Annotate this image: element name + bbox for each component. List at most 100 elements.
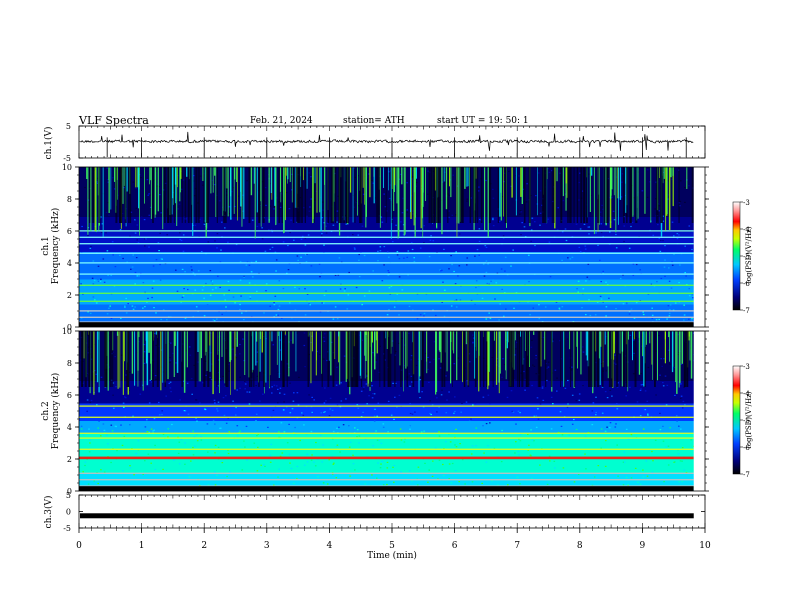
spec-speck-2-477 (319, 311, 322, 313)
spec-speck-3-326 (472, 342, 474, 344)
spec-speck-2-485 (582, 288, 585, 290)
spec-speck-2-165 (452, 174, 454, 176)
spec-speck-2-1102 (455, 214, 457, 216)
spec-streak-2-179 (379, 167, 381, 228)
spec-speck-3-878 (516, 476, 519, 478)
spec-speck-2-786 (538, 304, 540, 306)
spec-speck-2-1187 (348, 176, 351, 179)
spec-speck-2-1240 (183, 288, 185, 290)
spec-speck-3-1263 (108, 383, 111, 385)
spec-speck-3-989 (153, 429, 155, 431)
spec-speck-3-879 (430, 413, 432, 416)
spec-empty-3 (693, 331, 705, 491)
spec-speck-2-335 (630, 272, 632, 274)
spec-speck-3-724 (404, 380, 407, 382)
spec-speck-3-3 (399, 428, 402, 430)
spec-row-3-44 (79, 441, 705, 444)
spec-streak-2-4 (659, 167, 660, 178)
spec-speck-3-134 (80, 428, 83, 430)
spec-speck-3-842 (533, 440, 535, 442)
spec-speck-2-415 (319, 182, 322, 184)
spec-speck-2-1115 (291, 189, 293, 191)
spec-speck-3-937 (221, 462, 224, 464)
spec-streak-3-224 (689, 331, 691, 361)
spec-gap-3-33 (510, 331, 512, 387)
spec-speck-3-65 (186, 382, 189, 384)
spec-speck-3-409 (515, 423, 517, 425)
spec-streak-3-204 (236, 331, 238, 347)
spectrogram-image-2 (79, 167, 705, 327)
spec-speck-3-276 (158, 401, 160, 404)
spec-speck-2-430 (679, 295, 682, 297)
spec-gap-3-19 (112, 331, 114, 387)
spec-gap-2-16 (184, 167, 186, 223)
spec-speck-3-1185 (497, 419, 500, 421)
spec-streak-3-199 (281, 331, 282, 361)
spec-speck-3-1299 (377, 462, 379, 464)
spec-speck-2-640 (388, 256, 390, 258)
spec-streak-3-103 (201, 331, 202, 359)
spec-speck-3-185 (387, 400, 390, 402)
spec-gap-2-48 (447, 167, 449, 223)
spec-speck-3-312 (308, 412, 311, 414)
spec-speck-2-1319 (248, 282, 251, 284)
spec-speck-2-839 (581, 307, 583, 309)
spec-streak-2-40 (445, 167, 448, 210)
spec-streak-2-235 (174, 167, 176, 204)
spec-speck-2-1047 (275, 259, 278, 261)
spec-speck-2-339 (561, 231, 564, 233)
spec-speck-3-212 (681, 460, 683, 462)
spec-speck-2-281 (547, 218, 550, 220)
spec-speck-3-892 (239, 376, 241, 378)
spec-speck-3-258 (678, 425, 680, 427)
spec-streak-3-132 (645, 331, 647, 345)
spec-speck-3-358 (106, 471, 108, 473)
spec-streak-2-212 (565, 167, 567, 211)
spec-speck-2-119 (226, 194, 228, 196)
spec-speck-2-954 (104, 198, 106, 200)
spec-speck-2-1003 (296, 255, 299, 257)
spec-speck-3-940 (468, 420, 471, 422)
spec-speck-3-101 (541, 387, 544, 389)
spec-speck-2-612 (406, 256, 408, 258)
spec-speck-3-984 (465, 401, 468, 403)
spec-speck-2-828 (660, 277, 663, 280)
spec-speck-3-507 (277, 371, 279, 373)
spec-streak-2-26 (268, 167, 270, 223)
spec-speck-3-1078 (497, 455, 499, 458)
spec-speck-2-1267 (228, 206, 230, 208)
spec-speck-2-583 (463, 188, 465, 190)
spec-speck-3-871 (543, 467, 546, 469)
spec-speck-2-601 (97, 279, 99, 281)
spec-speck-3-1229 (664, 375, 667, 377)
spec-streak-2-148 (632, 167, 634, 215)
spec-speck-2-149 (552, 200, 554, 203)
spec-gap-2-77 (469, 167, 472, 223)
spec-speck-3-567 (193, 364, 195, 366)
spec-streak-2-116 (302, 167, 304, 181)
spec-speck-3-1208 (531, 339, 533, 341)
spec-speck-2-569 (444, 171, 446, 173)
spec-streak-3-194 (284, 331, 286, 335)
spec-gap-3-67 (282, 331, 285, 387)
spec-gap-2-71 (330, 167, 333, 223)
spec-speck-2-420 (633, 317, 636, 319)
spec-streak-3-95 (544, 331, 546, 360)
spec-speck-3-377 (503, 363, 506, 366)
spec-speck-2-1189 (231, 191, 233, 193)
spec-gap-2-116 (567, 167, 569, 223)
spec-speck-2-626 (148, 193, 150, 195)
spec-streak-2-98 (450, 167, 452, 198)
spec-speck-3-1075 (279, 387, 282, 389)
spec-speck-2-362 (476, 249, 479, 251)
spec-speck-3-1117 (632, 373, 635, 375)
spec-speck-2-1371 (351, 282, 353, 284)
spec-speck-2-359 (318, 312, 320, 314)
spec-speck-3-427 (409, 385, 411, 387)
spec-speck-2-1266 (451, 214, 454, 216)
spec-speck-3-315 (275, 359, 277, 361)
spec-speck-2-690 (182, 250, 185, 252)
spec-streak-2-74 (234, 167, 236, 180)
spec-streak-2-102 (179, 167, 181, 202)
spec-speck-3-634 (395, 350, 397, 353)
